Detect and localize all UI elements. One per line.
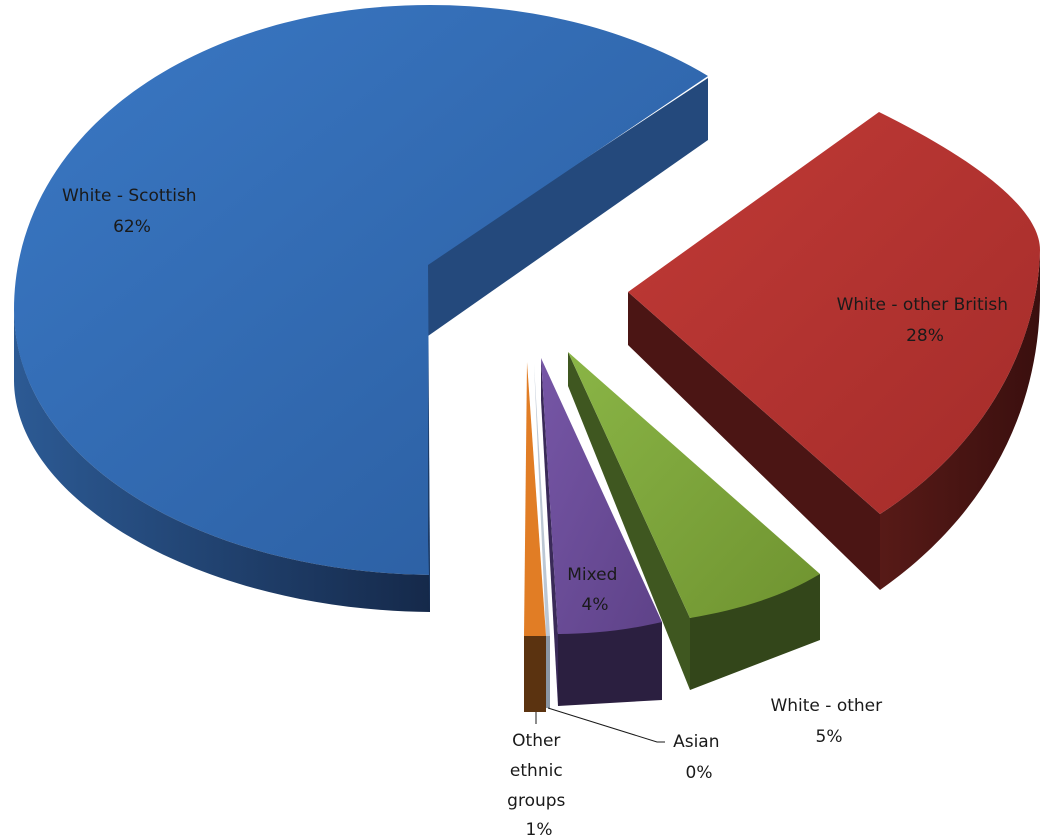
slice-mixed xyxy=(541,358,662,706)
label-other-ethnic-groups-line-4: 1% xyxy=(526,820,553,840)
slice-white-other-british-outer-side xyxy=(880,250,1040,590)
label-white-other-british: White - other British 28% xyxy=(837,295,1014,346)
slice-white-other-british-top xyxy=(628,112,1040,514)
slice-white-scottish-bottom-edge xyxy=(14,310,430,612)
slice-white-scottish-right-side xyxy=(428,78,708,336)
label-white-other-british-name: White - other British xyxy=(837,295,1008,315)
slice-other-ethnic-groups xyxy=(524,362,546,712)
slice-white-scottish xyxy=(14,5,708,612)
label-white-other-british-value: 28% xyxy=(906,326,944,346)
slice-asian-side xyxy=(546,636,550,708)
label-asian-name: Asian xyxy=(673,732,719,752)
slice-asian-top xyxy=(534,364,550,636)
label-mixed: Mixed 4% xyxy=(567,565,623,615)
label-mixed-name: Mixed xyxy=(567,565,617,585)
slice-white-scottish-top xyxy=(14,5,708,575)
slice-white-other-inner-side xyxy=(568,352,690,690)
label-other-ethnic-groups-line-1: Other xyxy=(512,731,560,751)
leader-line-asian xyxy=(547,707,665,743)
label-white-scottish-value: 62% xyxy=(113,217,151,237)
label-other-ethnic-groups-line-2: ethnic xyxy=(510,761,563,781)
label-white-other: White - other 5% xyxy=(770,696,887,747)
slice-white-other-british-side xyxy=(628,292,880,590)
label-asian: Asian 0% xyxy=(673,732,725,783)
slice-white-other-side xyxy=(690,574,820,690)
label-other-ethnic-groups: Other ethnic groups 1% xyxy=(507,731,571,840)
label-mixed-value: 4% xyxy=(582,595,609,615)
label-white-other-name: White - other xyxy=(770,696,882,716)
slice-mixed-top xyxy=(541,358,662,634)
label-white-other-value: 5% xyxy=(816,727,843,747)
label-asian-value: 0% xyxy=(686,763,713,783)
slice-white-other-top xyxy=(568,352,820,618)
slice-asian xyxy=(534,364,550,708)
slice-other-ethnic-groups-top xyxy=(524,362,546,636)
slice-mixed-inner-side xyxy=(541,358,558,706)
slice-other-ethnic-groups-side xyxy=(524,636,546,712)
label-white-scottish-name: White - Scottish xyxy=(62,186,197,206)
slice-white-other-british xyxy=(628,112,1040,590)
label-other-ethnic-groups-line-3: groups xyxy=(507,791,565,811)
slice-mixed-side xyxy=(558,622,662,706)
slice-white-other xyxy=(568,352,820,690)
label-white-scottish: White - Scottish 62% xyxy=(62,186,202,237)
